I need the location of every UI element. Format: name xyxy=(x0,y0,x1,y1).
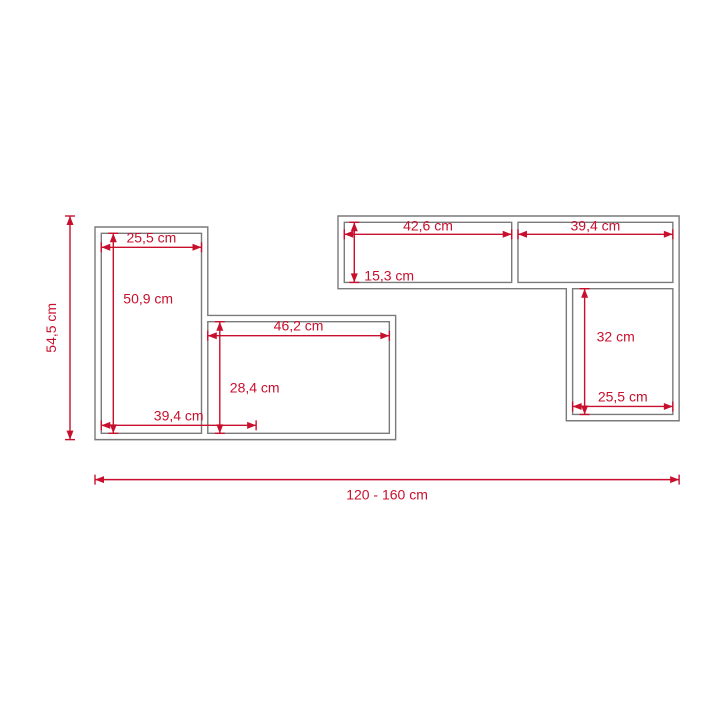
dim-arrowhead xyxy=(670,476,679,483)
dim-l-left-h: 50,9 cm xyxy=(123,290,173,306)
dim-arrowhead xyxy=(247,422,256,429)
dim-l-mid-w: 46,2 cm xyxy=(274,318,324,334)
left-piece-col-cavity xyxy=(101,233,201,433)
dim-arrowhead xyxy=(101,422,110,429)
dim-r-col-w: 25,5 cm xyxy=(598,388,648,404)
dim-arrowhead xyxy=(216,322,223,331)
dim-arrowhead xyxy=(380,332,389,339)
left-piece-mid-cavity xyxy=(208,322,390,434)
dim-arrowhead xyxy=(664,231,673,238)
overall-height-label: 54,5 cm xyxy=(43,303,59,353)
dim-arrowhead xyxy=(518,231,527,238)
dim-arrowhead xyxy=(581,289,588,298)
dim-arrowhead xyxy=(193,244,202,251)
dim-l-bot-w: 39,4 cm xyxy=(154,407,204,423)
dim-arrowhead xyxy=(101,244,110,251)
dim-arrowhead xyxy=(503,231,512,238)
dim-arrowhead xyxy=(95,476,104,483)
dim-l-mid-h: 28,4 cm xyxy=(230,380,280,396)
dim-r-col-h: 32 cm xyxy=(597,329,635,345)
dim-arrowhead xyxy=(344,231,353,238)
dim-arrowhead xyxy=(67,216,74,225)
dim-arrowhead xyxy=(573,403,582,410)
dim-r-top-h: 15,3 cm xyxy=(364,267,414,283)
dim-arrowhead xyxy=(351,273,358,282)
dim-arrowhead xyxy=(110,233,117,242)
left-piece-outer xyxy=(95,227,396,440)
dim-arrowhead xyxy=(351,222,358,231)
dim-arrowhead xyxy=(67,431,74,440)
dim-l-col-w: 25,5 cm xyxy=(126,229,176,245)
dim-r-tr-w: 39,4 cm xyxy=(571,217,621,233)
dim-arrowhead xyxy=(208,332,217,339)
dim-r-tl-w: 42,6 cm xyxy=(403,217,453,233)
dim-arrowhead xyxy=(664,403,673,410)
dim-arrowhead xyxy=(216,424,223,433)
overall-width-label: 120 - 160 cm xyxy=(346,487,428,503)
